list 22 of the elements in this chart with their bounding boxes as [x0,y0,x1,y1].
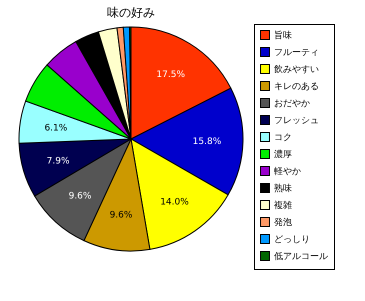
chart-title: 味の好み [107,6,155,20]
data-label: 9.6% [68,191,92,202]
data-label: 17.5% [156,70,186,80]
data-label: 7.9% [46,156,70,166]
legend-label: コク [274,133,292,143]
data-label: 6.1% [44,123,68,134]
legend-label: 熟味 [274,183,292,194]
legend-label: どっしり [274,235,310,245]
legend-label: 軽やか [274,166,301,177]
legend-label: 複雑 [274,200,292,211]
legend-label: フルーティ [274,48,319,58]
legend-label: 飲みやすい [274,64,319,75]
legend-label: 発泡 [274,217,292,228]
legend-label: 旨味 [274,30,292,41]
legend-label: 濃厚 [274,149,292,160]
legend-label: おだやか [274,99,310,109]
legend-label: キレのある [274,82,319,92]
legend-label: 低アルコール [274,251,328,262]
data-label: 15.8% [192,136,222,147]
data-label: 14.0% [160,197,190,208]
data-label: 9.6% [110,210,133,220]
legend-label: フレッシュ [274,116,319,126]
